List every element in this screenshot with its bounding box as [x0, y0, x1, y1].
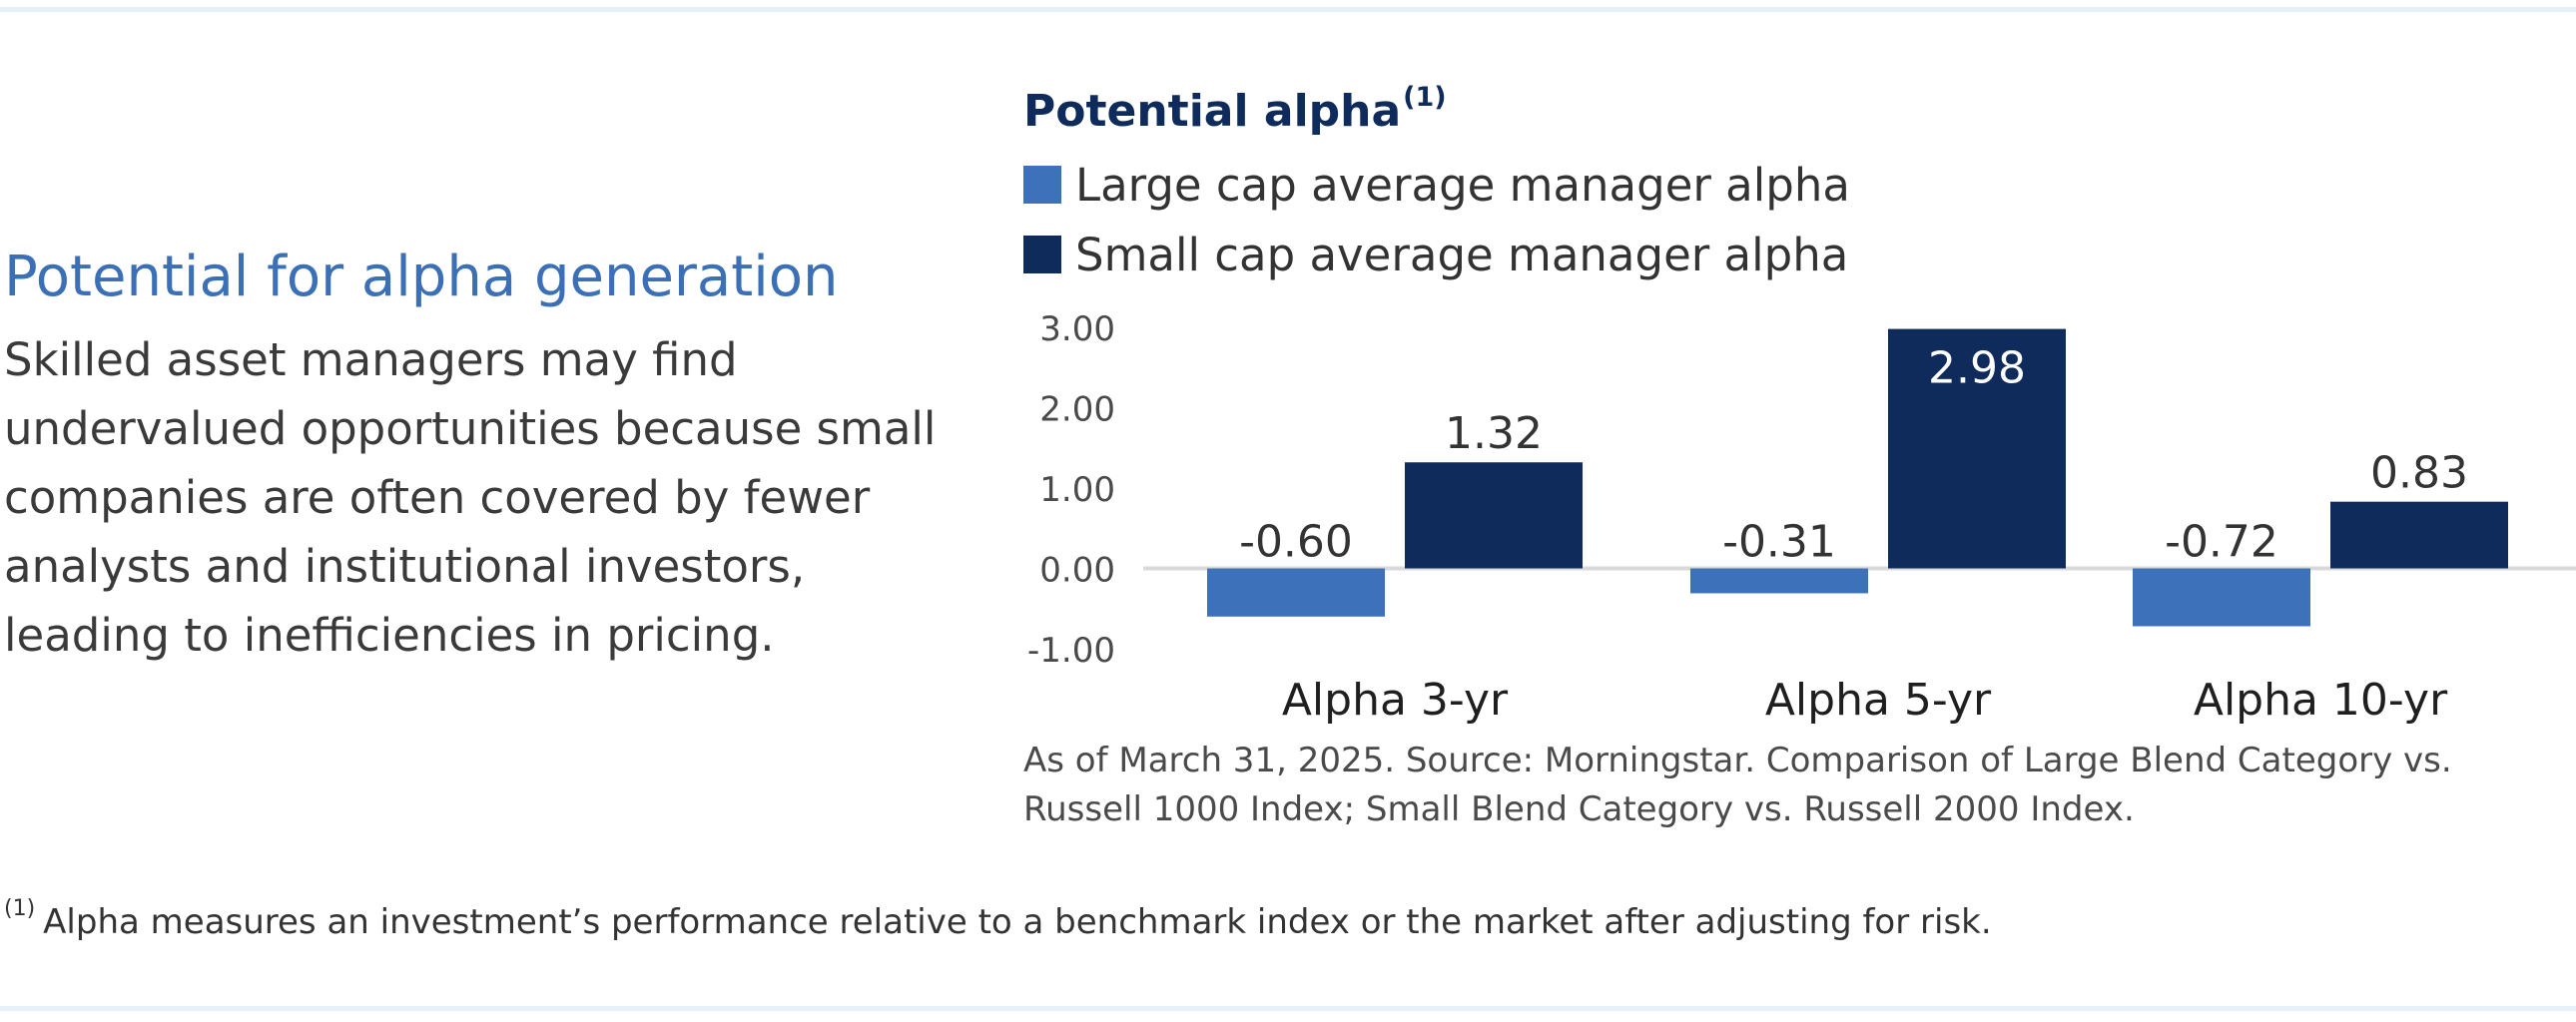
intro-panel: Potential for alpha generation Skilled a…	[4, 238, 963, 670]
section-title: Potential for alpha generation	[4, 245, 839, 309]
x-category-label-2: Alpha 10-yr	[2194, 675, 2448, 726]
data-label-small-cap-1: 2.98	[1928, 343, 2026, 394]
chart-title-footnote-marker: (1)	[1403, 82, 1447, 113]
data-label-large-cap-1: -0.31	[1722, 517, 1836, 568]
footnote-marker: (1)	[4, 896, 36, 921]
chart-source-note: As of March 31, 2025. Source: Morningsta…	[1023, 741, 2452, 829]
y-tick-label-3: 0.00	[1039, 551, 1115, 591]
legend-swatch-small-cap	[1023, 236, 1061, 273]
bar-small-cap-2	[2330, 501, 2508, 569]
x-category-label-0: Alpha 3-yr	[1282, 675, 1509, 726]
legend-label-large-cap: Large cap average manager alpha	[1075, 158, 1850, 212]
data-label-small-cap-2: 0.83	[2370, 448, 2468, 499]
bar-large-cap-2	[2133, 568, 2310, 627]
bar-small-cap-0	[1405, 462, 1583, 569]
chart-title-text: Potential alpha	[1023, 86, 1402, 137]
y-tick-label-4: -1.00	[1027, 631, 1115, 671]
chart-title: Potential alpha(1)	[1023, 82, 1447, 137]
section-body: Skilled asset managers may find underval…	[4, 333, 937, 662]
legend-item-small-cap: Small cap average manager alpha	[1023, 220, 1850, 289]
data-label-small-cap-0: 1.32	[1445, 408, 1543, 459]
y-tick-label-2: 1.00	[1039, 470, 1115, 510]
bar-small-cap-1	[1888, 328, 2066, 569]
legend-swatch-large-cap	[1023, 166, 1061, 204]
footnote: (1) Alpha measures an investment’s perfor…	[4, 896, 1992, 942]
bottom-rule	[0, 1006, 2576, 1011]
bar-large-cap-1	[1690, 568, 1868, 594]
y-tick-label-0: 3.00	[1039, 309, 1115, 349]
y-tick-label-1: 2.00	[1039, 390, 1115, 430]
chart-legend: Large cap average manager alpha Small ca…	[1023, 150, 1850, 289]
bar-large-cap-0	[1207, 568, 1385, 617]
x-category-label-1: Alpha 5-yr	[1765, 675, 1992, 726]
data-label-large-cap-0: -0.60	[1239, 517, 1353, 568]
top-rule	[0, 7, 2576, 12]
legend-item-large-cap: Large cap average manager alpha	[1023, 150, 1850, 220]
footnote-text: Alpha measures an investment’s performan…	[43, 902, 1992, 942]
data-label-large-cap-2: -0.72	[2165, 517, 2278, 568]
legend-label-small-cap: Small cap average manager alpha	[1075, 228, 1849, 281]
